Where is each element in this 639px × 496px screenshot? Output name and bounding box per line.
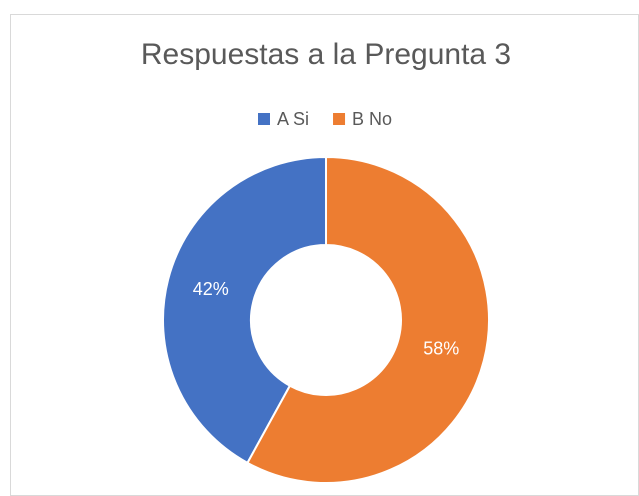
legend: A Si B No (258, 109, 392, 129)
legend-swatch (258, 113, 270, 125)
data-label: 42% (193, 279, 229, 299)
donut-slice (246, 155, 490, 484)
donut-slice (162, 155, 327, 465)
legend-label: B No (352, 109, 392, 129)
data-label: 58% (423, 338, 459, 358)
legend-swatch (333, 113, 346, 125)
legend-label: A Si (277, 109, 309, 129)
chart-title: Respuestas a la Pregunta 3 (141, 38, 511, 71)
